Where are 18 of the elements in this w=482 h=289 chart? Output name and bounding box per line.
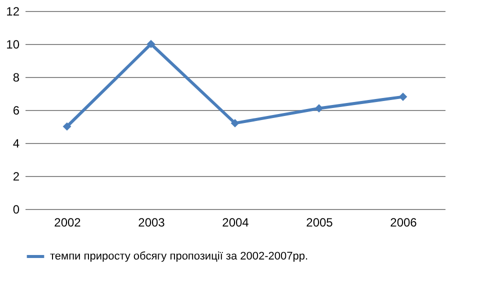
y-tick-label: 2 (12, 170, 20, 184)
x-tick-label: 2004 (222, 216, 250, 230)
x-tick-label: 2002 (54, 216, 82, 230)
point (230, 119, 240, 128)
y-tick-label: 0 (12, 202, 20, 216)
x-tick-label: 2003 (138, 216, 166, 230)
point (314, 104, 324, 113)
y-tick-label: 12 (6, 4, 20, 18)
x-tick-label: 2006 (390, 216, 418, 230)
point (62, 122, 72, 131)
y-tick-label: 4 (12, 136, 20, 150)
point (146, 40, 156, 48)
x-tick-label: 2005 (306, 216, 334, 230)
y-tick-label: 6 (12, 104, 20, 118)
point (398, 92, 408, 101)
legend-label: темпи приросту обсягу пропозиції за 2002-2007рр. (50, 250, 308, 262)
y-tick-label: 10 (6, 38, 20, 52)
y-tick-label: 8 (12, 70, 20, 84)
